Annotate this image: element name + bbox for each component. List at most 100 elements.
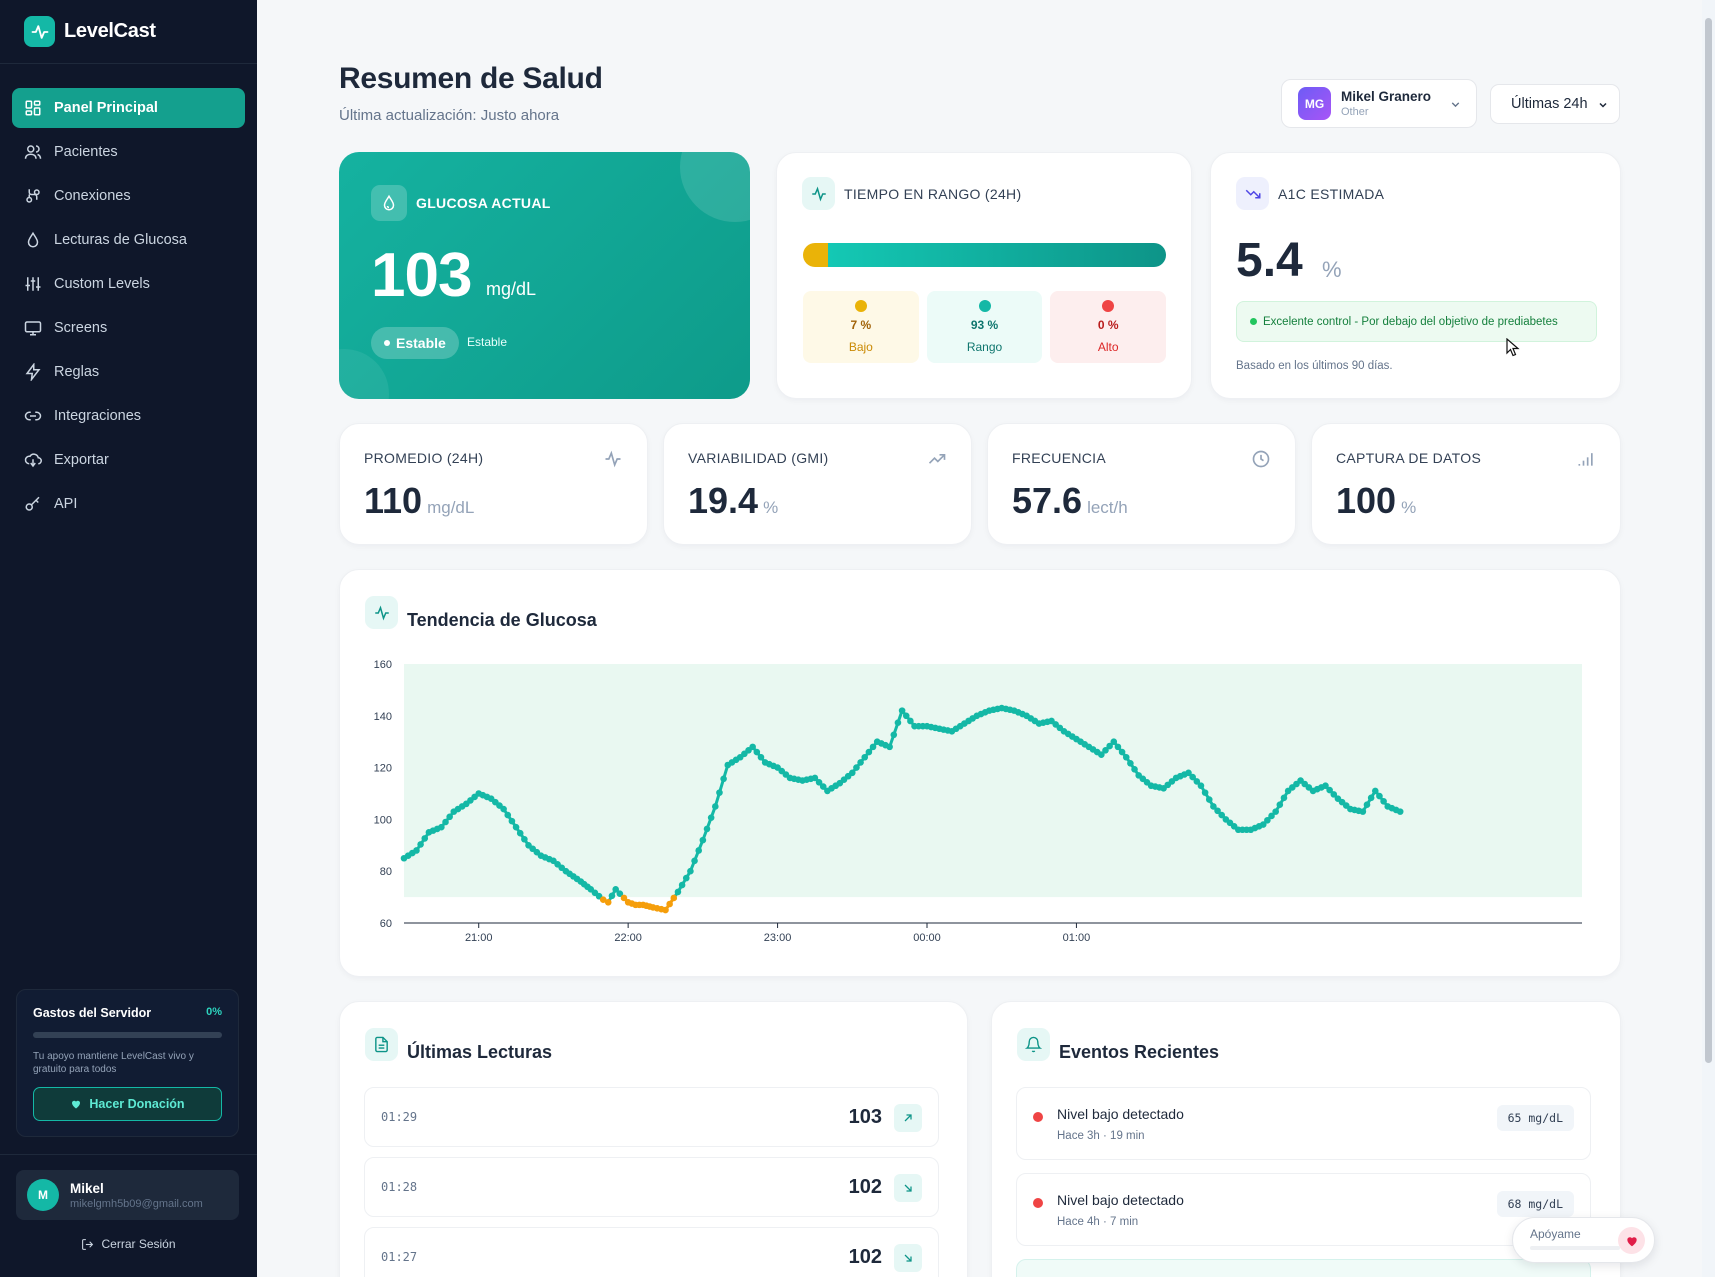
- stat-label: VARIABILIDAD (GMI): [688, 450, 829, 466]
- time-range-value: Últimas 24h: [1511, 96, 1588, 112]
- x-tick-label: 01:00: [1063, 932, 1091, 944]
- stat-unit: %: [1401, 498, 1417, 517]
- stat-label: PROMEDIO (24H): [364, 450, 484, 466]
- reading-row[interactable]: 01:29 103: [364, 1087, 939, 1147]
- status-badge-label: Estable: [396, 335, 446, 351]
- reading-point: [1201, 789, 1209, 796]
- stat-value: 57.6 lect/h: [1012, 480, 1128, 522]
- key-icon: [25, 496, 40, 511]
- user-profile[interactable]: M Mikel mikelgmh5b09@gmail.com: [16, 1170, 239, 1220]
- reading-point: [1330, 791, 1338, 798]
- link-icon: [24, 411, 42, 421]
- reading-point: [853, 764, 860, 771]
- avatar: M: [27, 1179, 59, 1211]
- low-reading-point: [662, 906, 669, 914]
- stat-value: 19.4%: [688, 480, 778, 522]
- support-widget[interactable]: Apóyame: [1512, 1217, 1655, 1263]
- reading-point: [1396, 808, 1404, 815]
- scrollbar-thumb[interactable]: [1705, 18, 1712, 1063]
- reading-value: 103: [848, 1106, 882, 1128]
- reading-point: [861, 753, 869, 761]
- reading-point: [1118, 748, 1126, 756]
- clock-icon: [1252, 450, 1270, 468]
- sidebar-item-panel-principal[interactable]: Panel Principal: [12, 88, 245, 128]
- reading-point: [716, 789, 723, 796]
- reading-point: [695, 847, 703, 854]
- sidebar-item-screens[interactable]: Screens: [12, 308, 245, 348]
- reading-point: [749, 743, 756, 751]
- sidebar-nav: Panel Principal Pacientes Conexiones Lec…: [0, 64, 257, 524]
- time-range-select[interactable]: Últimas 24h: [1490, 84, 1620, 124]
- reading-point: [1380, 797, 1387, 805]
- logout-button[interactable]: Cerrar Sesión: [0, 1237, 257, 1251]
- reading-point: [616, 890, 624, 897]
- reading-row[interactable]: 01:27 102: [364, 1227, 939, 1277]
- current-glucose-unit: mg/dL: [486, 279, 537, 299]
- reading-row[interactable]: 01:28 102: [364, 1157, 939, 1217]
- sidebar-item-label: Screens: [54, 320, 108, 336]
- sidebar-item-conexiones[interactable]: Conexiones: [12, 176, 245, 216]
- stat-unit: mg/dL: [427, 498, 475, 517]
- trend-up-icon: [928, 454, 946, 464]
- document-icon: [365, 1028, 398, 1061]
- tir-range-pct: 93 %: [970, 318, 999, 332]
- latest-readings-card: Últimas Lecturas 01:29 103 01:28 102 01:…: [339, 1001, 968, 1277]
- event-row[interactable]: Nivel bajo detectado Hace 4h · 7 min 68 …: [1016, 1173, 1591, 1246]
- reading-point: [421, 835, 429, 842]
- stat-card-variability: VARIABILIDAD (GMI) 19.4%: [663, 423, 972, 545]
- reading-point: [703, 825, 711, 833]
- status-dot: [384, 340, 390, 346]
- target-range-band: [404, 664, 1582, 898]
- sidebar-item-label: Custom Levels: [54, 276, 150, 292]
- event-time: Hace 3h · 19 min: [1057, 1130, 1145, 1142]
- glucose-trend-chart[interactable]: 60 80 100 120 140 160 21:00 22:00 23:00 00:00 01:0…: [340, 570, 1622, 978]
- sidebar-item-label: Lecturas de Glucosa: [54, 232, 187, 248]
- patient-role: Other: [1341, 106, 1369, 118]
- page-scrollbar[interactable]: [1702, 0, 1715, 1277]
- glucose-trend-card: Tendencia de Glucosa 60 80 100 120 140 160 21:…: [339, 569, 1621, 977]
- time-in-range-bar: [803, 243, 1166, 267]
- a1c-note-text: Excelente control - Por debajo del objet…: [1263, 315, 1558, 328]
- reading-time: 01:29: [381, 1110, 418, 1124]
- reading-time: 01:28: [381, 1180, 418, 1194]
- droplet-icon: [27, 231, 39, 248]
- stat-label: FRECUENCIA: [1012, 450, 1107, 466]
- arrow-up-right-icon: [894, 1104, 922, 1132]
- tir-low-cell: 7 % Bajo: [803, 291, 919, 363]
- sidebar-item-custom-levels[interactable]: Custom Levels: [12, 264, 245, 304]
- reading-point: [1276, 801, 1284, 809]
- sidebar-item-label: Pacientes: [54, 144, 118, 160]
- event-dot: [1033, 1198, 1043, 1208]
- stat-number: 110: [364, 480, 423, 521]
- user-email: mikelgmh5b09@gmail.com: [70, 1197, 203, 1210]
- event-row[interactable]: [1016, 1259, 1591, 1277]
- reading-point: [811, 774, 819, 782]
- reading-point: [608, 892, 616, 900]
- stat-card-capture: CAPTURA DE DATOS 100%: [1311, 423, 1621, 545]
- sidebar-item-lecturas[interactable]: Lecturas de Glucosa: [12, 220, 245, 260]
- sidebar-item-pacientes[interactable]: Pacientes: [12, 132, 245, 172]
- reading-point: [1110, 738, 1118, 745]
- reading-point: [819, 783, 827, 790]
- sidebar-item-reglas[interactable]: Reglas: [12, 352, 245, 392]
- sidebar-item-integraciones[interactable]: Integraciones: [12, 396, 245, 436]
- reading-point: [1197, 782, 1205, 790]
- reading-point: [890, 731, 898, 739]
- reading-point: [699, 836, 707, 844]
- event-row[interactable]: Nivel bajo detectado Hace 3h · 19 min 65…: [1016, 1087, 1591, 1160]
- droplet-icon: [371, 185, 407, 221]
- sliders-icon: [25, 277, 41, 291]
- a1c-unit: %: [1322, 257, 1342, 282]
- brand[interactable]: LevelCast: [0, 0, 257, 64]
- sidebar-item-exportar[interactable]: Exportar: [12, 440, 245, 480]
- reading-point: [1205, 796, 1213, 803]
- patient-selector[interactable]: MG Mikel Granero Other: [1281, 79, 1477, 128]
- event-time: Hace 4h · 7 min: [1057, 1216, 1139, 1228]
- sidebar-item-api[interactable]: API: [12, 484, 245, 524]
- donate-button[interactable]: Hacer Donación: [33, 1087, 222, 1121]
- sidebar-item-label: Exportar: [54, 452, 109, 468]
- a1c-note-dot: [1250, 318, 1257, 325]
- arrow-down-right-icon: [894, 1174, 922, 1202]
- reading-point: [508, 817, 516, 825]
- reading-point: [1280, 794, 1288, 802]
